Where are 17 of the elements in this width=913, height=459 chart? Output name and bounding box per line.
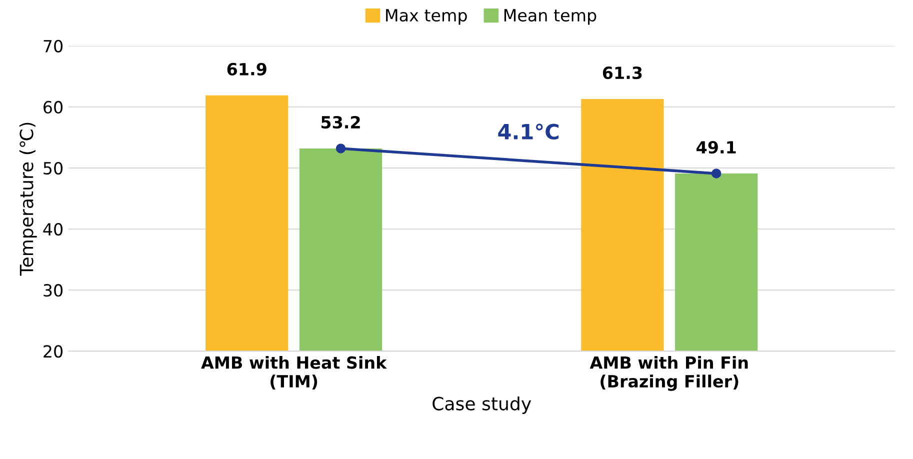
data-label: 61.3 bbox=[602, 66, 642, 80]
x-axis-title: Case study bbox=[432, 396, 532, 414]
data-label: 53.2 bbox=[321, 116, 360, 129]
y-tick-label: 50 bbox=[44, 162, 63, 175]
x-tick-label: AMB with Pin Fin (Brazing Filler) bbox=[590, 356, 748, 391]
legend-label: Max temp bbox=[386, 9, 467, 25]
x-tick-label: AMB with Heat Sink (TIM) bbox=[201, 356, 387, 390]
y-tick-label: 20 bbox=[44, 345, 63, 358]
y-tick-label: 70 bbox=[44, 40, 63, 52]
data-label: 61.9 bbox=[227, 62, 266, 76]
y-tick-label: 30 bbox=[44, 284, 63, 297]
y-tick-label: 40 bbox=[43, 223, 63, 236]
legend-label: Mean temp bbox=[504, 9, 596, 25]
y-tick-label: 60 bbox=[44, 100, 63, 114]
y-axis-title: Temperature (℃) bbox=[19, 122, 37, 276]
annotation: 4.1°C bbox=[498, 124, 559, 140]
data-label: 49.1 bbox=[696, 141, 736, 154]
